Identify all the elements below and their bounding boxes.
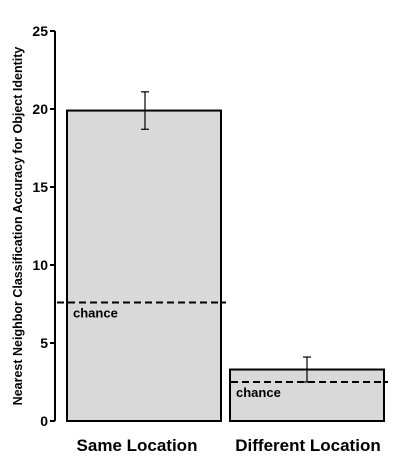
bar-0 [66,109,222,422]
category-label-0: Same Location [77,436,198,455]
y-tick-label-0: 0 [40,413,48,429]
y-tick-label-20: 20 [32,101,48,117]
category-labels: Same Location Different Location [77,436,381,455]
bars: chance chance [57,91,388,422]
y-tick-label-15: 15 [32,179,48,195]
y-tick-label-5: 5 [40,335,48,351]
category-label-1: Different Location [235,436,380,455]
y-tick-label-10: 10 [32,257,48,273]
chance-label-1: chance [236,385,281,400]
y-axis: 0 5 10 15 20 25 [32,23,56,429]
chance-label-0: chance [73,305,118,320]
y-tick-label-25: 25 [32,23,48,39]
y-axis-label: Nearest Neighbor Classification Accuracy… [11,47,25,406]
